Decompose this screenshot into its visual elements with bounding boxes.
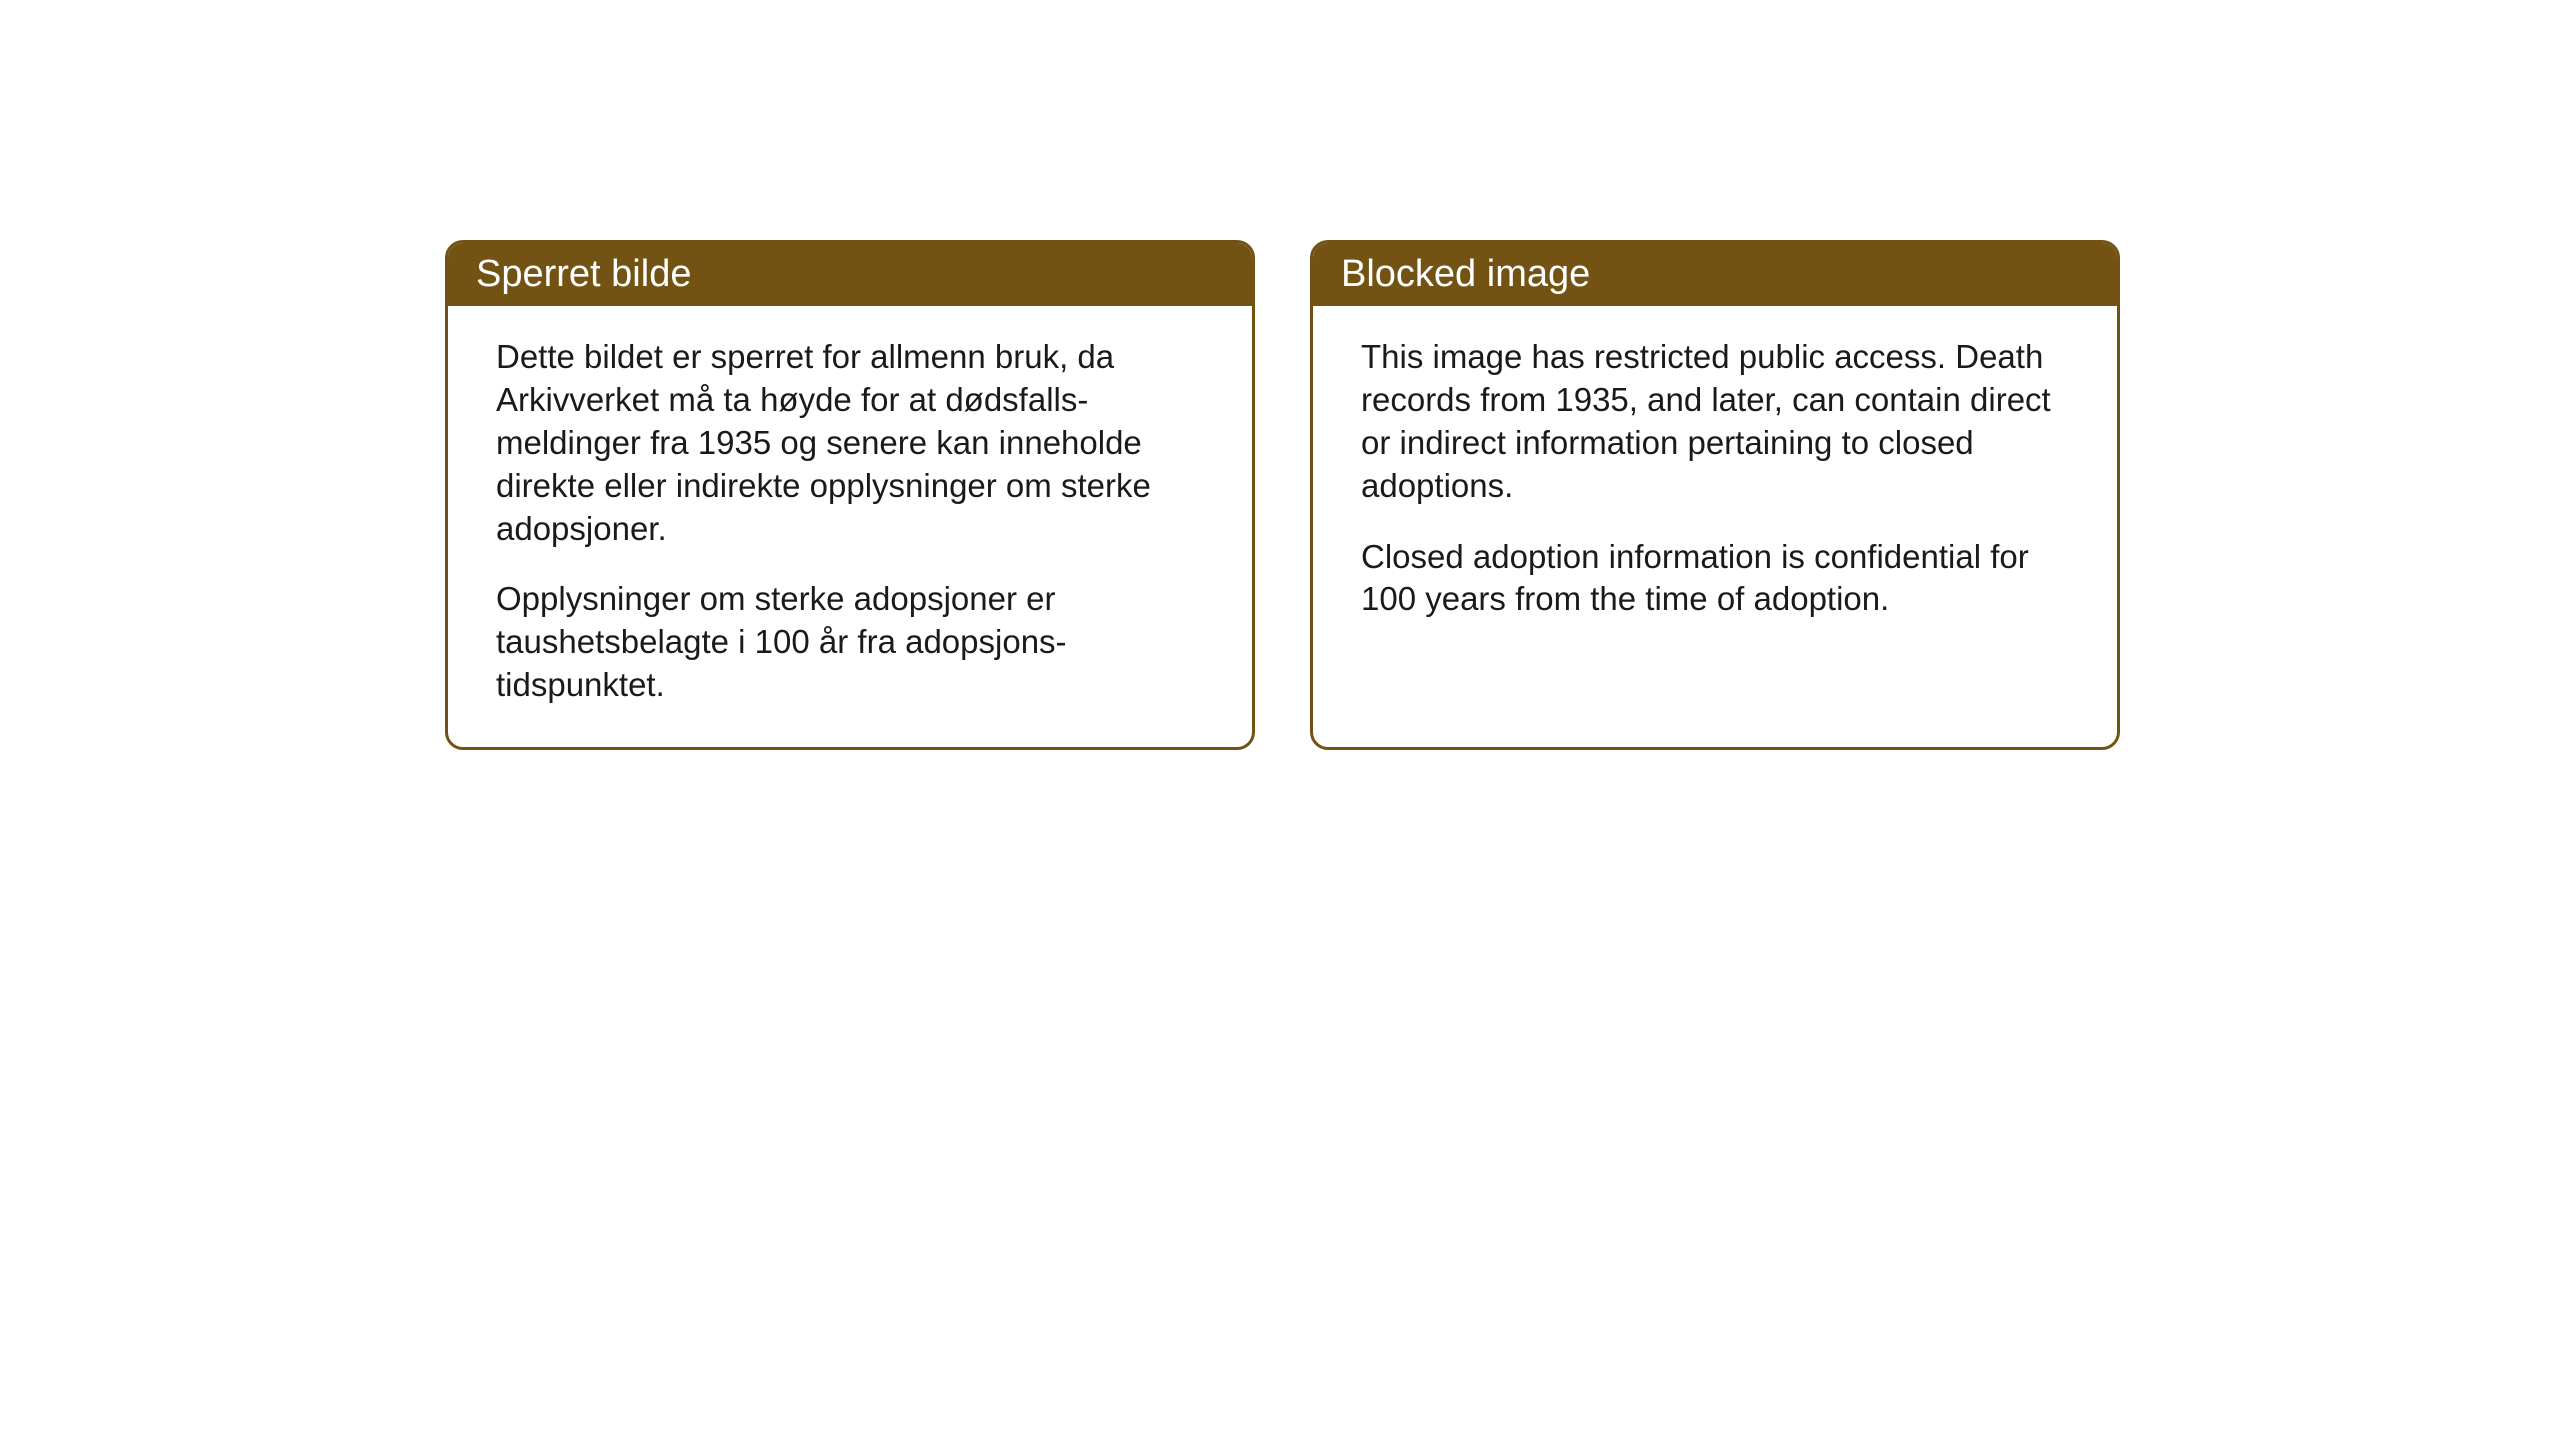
- notice-paragraph-2-english: Closed adoption information is confident…: [1361, 536, 2069, 622]
- notice-body-english: This image has restricted public access.…: [1313, 306, 2117, 661]
- notice-container: Sperret bilde Dette bildet er sperret fo…: [445, 240, 2120, 750]
- notice-paragraph-2-norwegian: Opplysninger om sterke adopsjoner er tau…: [496, 578, 1204, 707]
- notice-header-norwegian: Sperret bilde: [448, 243, 1252, 306]
- notice-paragraph-1-english: This image has restricted public access.…: [1361, 336, 2069, 508]
- notice-card-english: Blocked image This image has restricted …: [1310, 240, 2120, 750]
- notice-header-english: Blocked image: [1313, 243, 2117, 306]
- notice-body-norwegian: Dette bildet er sperret for allmenn bruk…: [448, 306, 1252, 747]
- notice-paragraph-1-norwegian: Dette bildet er sperret for allmenn bruk…: [496, 336, 1204, 550]
- notice-card-norwegian: Sperret bilde Dette bildet er sperret fo…: [445, 240, 1255, 750]
